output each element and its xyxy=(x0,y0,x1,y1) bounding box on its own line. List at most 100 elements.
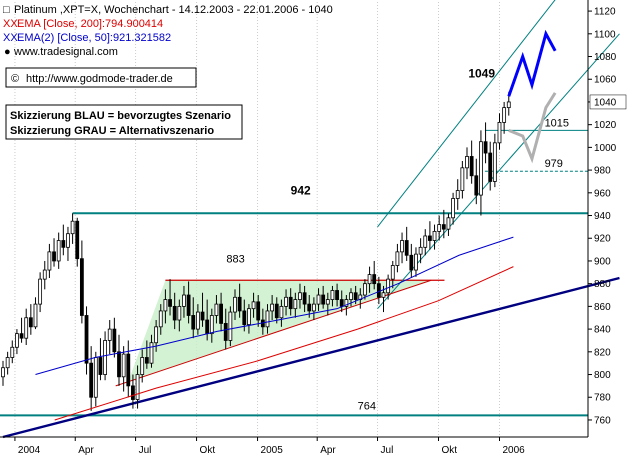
candle xyxy=(168,279,172,316)
candle xyxy=(321,285,326,309)
candle-body xyxy=(460,167,465,191)
candle xyxy=(5,351,10,375)
candle xyxy=(265,304,270,334)
level-label-979: 979 xyxy=(545,158,563,170)
candle xyxy=(386,274,391,300)
candle xyxy=(182,285,186,318)
candle-body xyxy=(465,156,469,169)
candle-body xyxy=(75,220,80,260)
candle xyxy=(33,297,38,330)
candle-body xyxy=(135,374,140,400)
candle-body xyxy=(311,303,316,312)
source-url: http://www.godmode-trader.de xyxy=(26,73,173,85)
scenario-blue-line xyxy=(507,29,557,97)
trendline-channel-upper xyxy=(377,0,556,228)
candle-body xyxy=(363,283,367,296)
candle-body xyxy=(251,301,256,310)
level-label-1015: 1015 xyxy=(545,117,569,129)
candle xyxy=(460,161,465,199)
candle-body xyxy=(52,251,56,262)
cross-icon: XX xyxy=(3,18,18,30)
candle-body xyxy=(47,251,52,271)
candle xyxy=(288,288,293,316)
candle-body xyxy=(441,224,446,230)
candle-body xyxy=(404,240,409,256)
legend-instrument-icon: □ xyxy=(3,4,10,16)
x-tick-label: 2005 xyxy=(261,445,284,456)
candle-body xyxy=(126,353,131,387)
legend: □ Platinum ,XPT=X, Wochenchart - 14.12.2… xyxy=(3,4,333,58)
x-tick-label: Apr xyxy=(78,445,94,456)
candle-body xyxy=(293,299,298,310)
candle xyxy=(84,306,89,375)
candle xyxy=(186,281,191,324)
candle-body xyxy=(284,296,288,307)
y-tick-label: 1100 xyxy=(594,29,616,40)
candle-body xyxy=(302,292,307,305)
legend-source: www.tradesignal.com xyxy=(13,46,118,58)
candle-body xyxy=(376,283,381,298)
scenario-layer xyxy=(507,29,557,164)
candle xyxy=(256,295,261,327)
candle-body xyxy=(344,299,349,307)
y-tick-label: 820 xyxy=(594,347,611,358)
candle-body xyxy=(10,346,15,358)
candle xyxy=(446,213,451,236)
candle xyxy=(451,192,455,225)
candle-body xyxy=(112,328,117,353)
candle-body xyxy=(446,217,451,230)
candle xyxy=(372,260,377,290)
candle-body xyxy=(33,303,38,328)
candle xyxy=(56,232,61,269)
cross-icon: XX xyxy=(3,32,18,44)
candle xyxy=(316,288,321,311)
candle xyxy=(298,283,302,309)
candle-body xyxy=(390,265,395,280)
candle xyxy=(61,224,66,256)
candle xyxy=(223,308,228,350)
candle-body xyxy=(288,296,293,310)
candle-body xyxy=(79,258,84,316)
candle-body xyxy=(270,303,275,312)
candle xyxy=(251,292,256,318)
x-tick-label: Okt xyxy=(442,445,458,456)
candle xyxy=(469,140,474,184)
candle-body xyxy=(321,294,326,305)
candle-body xyxy=(186,294,191,316)
candle xyxy=(414,247,418,277)
candle-body xyxy=(223,323,228,341)
candle-body xyxy=(506,101,511,109)
candle-body xyxy=(182,294,186,307)
scenario-grey-text: Skizzierung GRAU = Alternativszenario xyxy=(10,125,214,137)
candle-body xyxy=(191,315,196,330)
candle-body xyxy=(325,299,330,305)
candle xyxy=(395,243,400,273)
candle-body xyxy=(38,278,43,305)
candle-body xyxy=(400,240,404,253)
candle xyxy=(112,317,117,358)
candle-body xyxy=(172,305,177,321)
candle xyxy=(209,308,214,343)
candle xyxy=(89,346,94,411)
candle xyxy=(228,306,233,347)
candle-body xyxy=(432,231,437,241)
candle-body xyxy=(502,107,507,123)
candle xyxy=(10,340,15,364)
candle-body xyxy=(93,357,98,398)
x-tick-label: Jul xyxy=(139,445,152,456)
candle-body xyxy=(497,121,502,144)
candle xyxy=(502,101,507,134)
candle xyxy=(274,297,279,324)
level-label-764: 764 xyxy=(358,400,376,412)
candle-body xyxy=(19,333,24,339)
candle xyxy=(107,320,112,355)
level-labels: 1049 1015 979 942 883 764 xyxy=(226,67,569,413)
candle-body xyxy=(117,351,121,378)
y-tick-label: 1060 xyxy=(594,75,617,86)
candle-body xyxy=(66,233,70,248)
candle xyxy=(325,292,330,316)
legend-ema50: EMA(2) [Close, 50]:921.321582 xyxy=(17,32,171,44)
candle xyxy=(279,299,284,327)
